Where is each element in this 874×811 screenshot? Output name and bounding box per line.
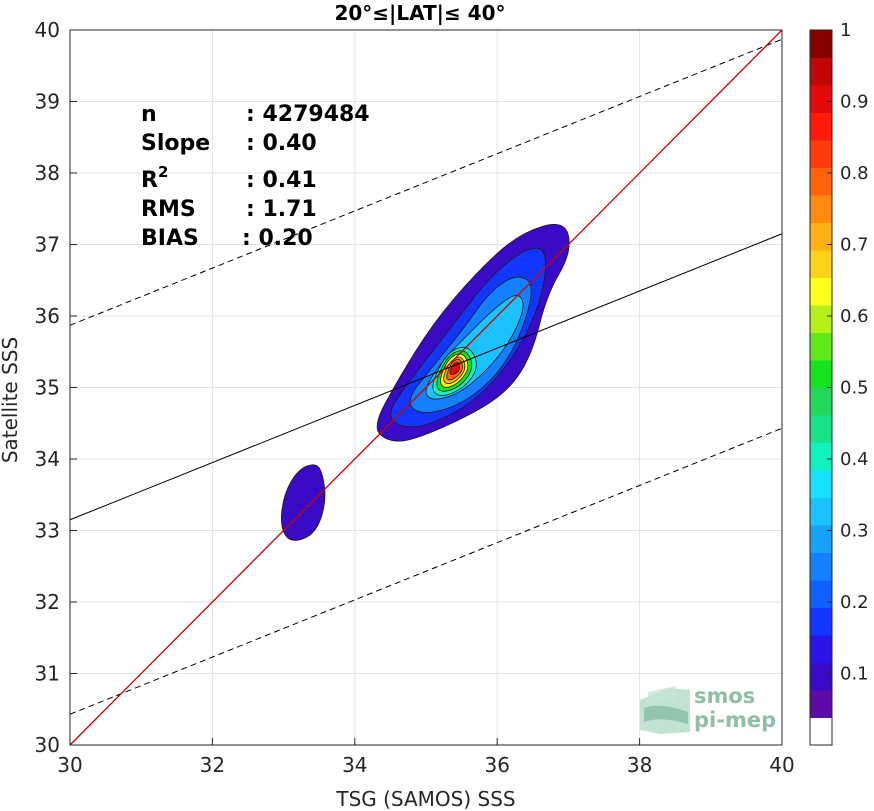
y-tick-label: 35: [35, 376, 60, 400]
colorbar-segment: [810, 30, 832, 58]
y-tick-label: 32: [35, 590, 60, 614]
colorbar-segment: [810, 360, 832, 388]
x-axis-ticks: 30 32 34 36 38 40: [57, 738, 795, 777]
one-to-one-line: [69, 29, 783, 746]
y-axis-ticks: 30 31 32 33 34 35 36 37 38 39 40: [35, 18, 77, 757]
colorbar-segment: [810, 332, 832, 361]
logo-mark-icon: [640, 686, 690, 734]
x-tick-label: 32: [200, 753, 225, 777]
logo-text-smos: smos: [694, 684, 755, 708]
colorbar-segment: [810, 85, 832, 113]
colorbar-segment: [810, 690, 832, 718]
colorbar-segment: [810, 277, 832, 306]
colorbar-segment: [810, 442, 832, 471]
colorbar-tick-label: 0.6: [840, 306, 869, 327]
y-tick-label: 34: [35, 447, 60, 471]
colorbar-tick-label: 0.2: [840, 592, 869, 613]
stat-value: : 0.41: [246, 168, 317, 193]
colorbar-segment: [810, 222, 832, 251]
y-tick-label: 40: [35, 18, 60, 42]
stats-box: n : 4279484 Slope : 0.40 R2 : 0.41 RMS : 1.71 BI…: [141, 102, 370, 251]
colorbar-segment: [810, 717, 832, 746]
x-tick-label: 34: [342, 753, 367, 777]
y-tick-label: 38: [35, 161, 60, 185]
colorbar-segment: [810, 525, 832, 553]
colorbar-segment: [810, 140, 832, 168]
colorbar-segment: [810, 580, 832, 608]
stat-key: n: [141, 102, 157, 127]
colorbar-segment: [810, 415, 832, 443]
colorbar-segment: [810, 662, 832, 691]
colorbar-segment: [810, 387, 832, 416]
x-tick-label: 30: [57, 753, 82, 777]
lower-bound-line: [69, 427, 783, 715]
colorbar-tick-label: 0.5: [840, 378, 869, 399]
x-tick-label: 38: [627, 753, 652, 777]
density-contour-level: [280, 464, 326, 541]
y-axis-label: Satellite SSS: [0, 337, 22, 463]
colorbar: 0.1 0.2 0.3 0.4 0.5 0.6 0.7 0.8 0.9 1: [809, 20, 869, 746]
colorbar-segment: [810, 195, 832, 223]
upper-bound-line: [69, 38, 783, 326]
colorbar-segment: [810, 497, 832, 526]
colorbar-segment: [810, 167, 832, 196]
stat-value: : 0.20: [242, 226, 313, 251]
colorbar-tick-label: 0.4: [840, 449, 869, 470]
colorbar-segment: [810, 250, 832, 278]
colorbar-segment: [810, 112, 832, 141]
colorbar-segment: [810, 57, 832, 86]
fit-lines: [69, 29, 783, 746]
y-tick-label: 37: [35, 233, 60, 257]
density-contour-level: [449, 361, 460, 375]
regression-line: [69, 233, 783, 521]
x-tick-label: 40: [769, 753, 794, 777]
stat-value: : 4279484: [246, 102, 370, 127]
colorbar-segment: [810, 552, 832, 581]
colorbar-segment: [810, 635, 832, 663]
x-axis-label: TSG (SAMOS) SSS: [335, 787, 515, 811]
colorbar-tick-label: 0.9: [840, 92, 869, 113]
colorbar-tick-label: 1: [840, 20, 851, 41]
stat-value: : 1.71: [246, 197, 317, 222]
chart-title: 20°≤|LAT|≤ 40°: [334, 1, 505, 25]
density-contours: [280, 224, 570, 541]
stat-key: R2: [141, 163, 168, 193]
stat-value: : 0.40: [246, 131, 317, 156]
colorbar-segment: [810, 470, 832, 498]
colorbar-tick-label: 0.7: [840, 235, 869, 256]
stat-key-superscript: 2: [158, 163, 168, 181]
y-tick-label: 39: [35, 90, 60, 114]
colorbar-tick-label: 0.8: [840, 163, 869, 184]
y-tick-label: 30: [35, 733, 60, 757]
y-tick-label: 36: [35, 304, 60, 328]
stat-key: Slope: [141, 131, 210, 156]
colorbar-segment: [810, 305, 832, 333]
x-tick-label: 36: [484, 753, 509, 777]
smos-pi-mep-logo: smos pi-mep: [640, 684, 776, 734]
y-tick-label: 33: [35, 519, 60, 543]
logo-text-pi-mep: pi-mep: [694, 708, 776, 732]
stat-key: BIAS: [141, 226, 199, 251]
colorbar-tick-label: 0.1: [840, 664, 869, 685]
y-tick-label: 31: [35, 662, 60, 686]
colorbar-segment: [810, 607, 832, 636]
colorbar-tick-label: 0.3: [840, 521, 869, 542]
stat-key: RMS: [141, 197, 196, 222]
